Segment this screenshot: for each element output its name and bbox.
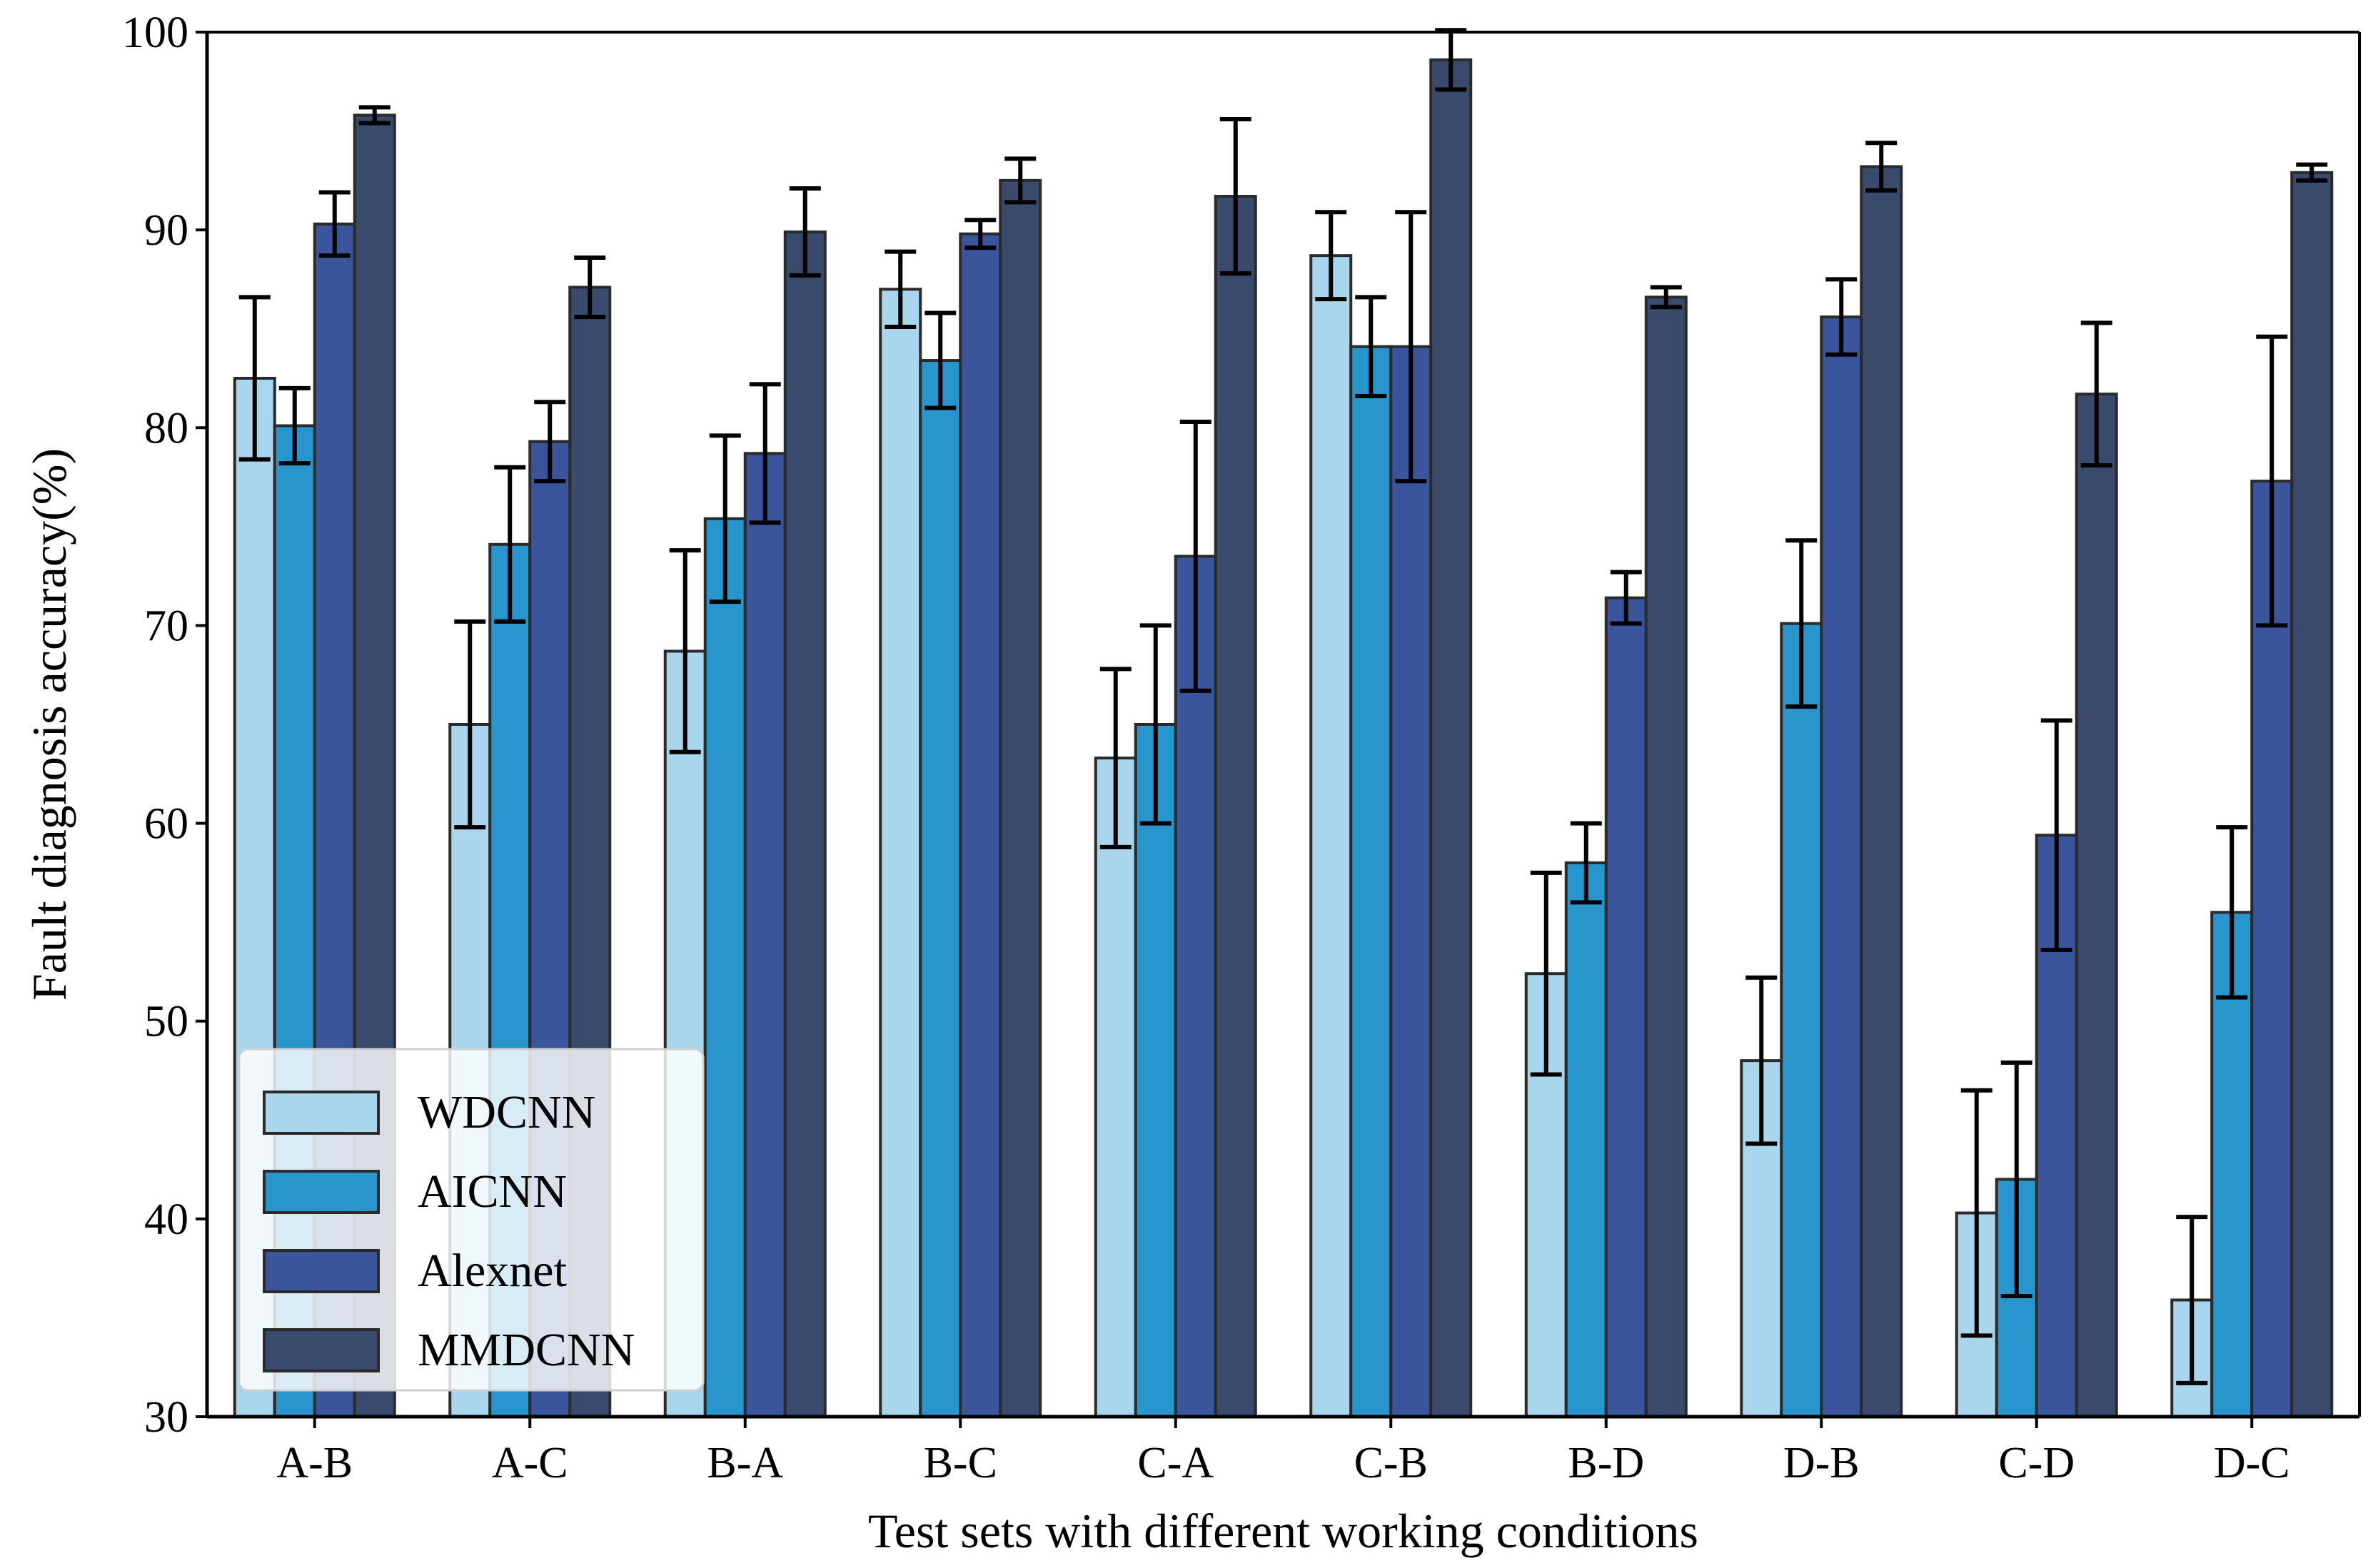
bar-mmdcnn-b-d	[1644, 295, 1688, 1418]
bar-mmdcnn-d-b	[1860, 165, 1903, 1418]
bar-mmdcnn-c-b	[1429, 58, 1473, 1418]
legend-label-mmdcnn: MMDCNN	[418, 1324, 635, 1376]
bar-mmdcnn-d-c	[2290, 171, 2334, 1418]
legend-swatch-mmdcnn	[263, 1328, 380, 1372]
y-tick-label: 100	[122, 9, 188, 57]
x-tick-label: C-D	[1998, 1439, 2075, 1487]
bar-wdcnn-c-a	[1094, 757, 1137, 1418]
y-tick-label: 70	[144, 602, 188, 650]
x-axis-title: Test sets with different working conditi…	[868, 1504, 1698, 1558]
x-tick-label: B-D	[1568, 1439, 1644, 1487]
legend-swatch-aicnn	[263, 1170, 380, 1214]
legend-label-wdcnn: WDCNN	[418, 1086, 595, 1138]
bar-aicnn-d-b	[1780, 622, 1823, 1419]
x-tick-label: A-C	[492, 1439, 568, 1487]
x-tick-label: D-B	[1783, 1439, 1860, 1487]
legend-label-alexnet: Alexnet	[418, 1245, 567, 1297]
axes: 30 40 50 60 70 80 90 100 A-B A-C B-A B-C C-A C-B B-D D-…	[22, 9, 2361, 1558]
x-tick-label: D-C	[2214, 1439, 2290, 1487]
x-tick-label: A-B	[276, 1439, 353, 1487]
legend-label-aicnn: AICNN	[418, 1165, 567, 1218]
bar-aicnn-b-a	[703, 517, 747, 1418]
x-tick-label: C-A	[1137, 1439, 1214, 1487]
bar-alexnet-d-b	[1820, 315, 1863, 1419]
y-tick-label: 40	[144, 1195, 188, 1244]
y-axis-title: Fault diagnosis accuracy(%)	[22, 448, 76, 1001]
bar-mmdcnn-b-c	[999, 178, 1042, 1418]
bar-aicnn-c-b	[1349, 345, 1393, 1419]
bar-alexnet-b-a	[743, 452, 787, 1418]
legend-swatch-wdcnn	[263, 1091, 380, 1135]
x-tick-label: B-C	[924, 1439, 997, 1487]
bar-alexnet-b-c	[959, 232, 1002, 1419]
bar-aicnn-b-c	[919, 359, 962, 1418]
bar-wdcnn-b-c	[879, 288, 922, 1418]
bar-aicnn-c-a	[1134, 723, 1177, 1418]
x-tick-label: C-B	[1354, 1439, 1428, 1487]
y-tick-label: 30	[144, 1393, 188, 1442]
y-tick-label: 60	[144, 800, 188, 849]
legend-swatch-alexnet	[263, 1249, 380, 1293]
bar-alexnet-c-b	[1389, 345, 1433, 1419]
bar-mmdcnn-c-a	[1214, 195, 1257, 1418]
x-tick-label: B-A	[707, 1439, 783, 1487]
bar-wdcnn-c-b	[1309, 254, 1353, 1419]
bar-aicnn-b-d	[1564, 861, 1608, 1418]
bar-mmdcnn-c-d	[2075, 393, 2118, 1419]
bar-mmdcnn-b-a	[783, 230, 827, 1418]
y-tick-label: 50	[144, 998, 188, 1046]
bar-alexnet-b-d	[1604, 596, 1648, 1419]
y-tick-label: 80	[144, 404, 188, 452]
y-tick-label: 90	[144, 206, 188, 255]
legend: WDCNN AICNN Alexnet MMDCNN	[238, 1048, 705, 1392]
